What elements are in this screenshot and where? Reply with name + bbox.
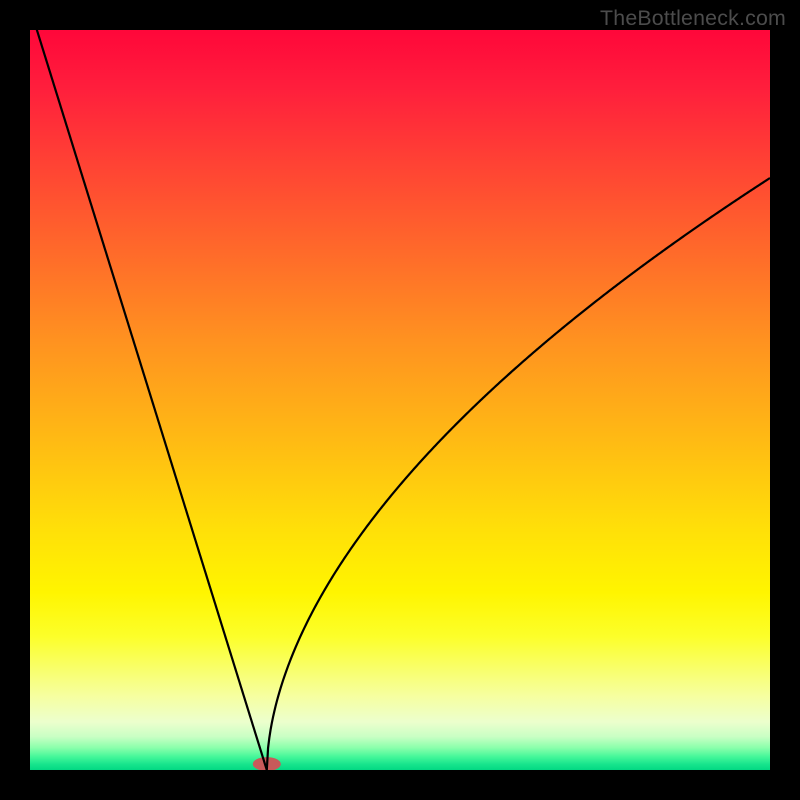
watermark-text: TheBottleneck.com bbox=[600, 6, 786, 31]
chart-stage: TheBottleneck.com bbox=[0, 0, 800, 800]
chart-background bbox=[30, 30, 770, 770]
chart-svg bbox=[0, 0, 800, 800]
